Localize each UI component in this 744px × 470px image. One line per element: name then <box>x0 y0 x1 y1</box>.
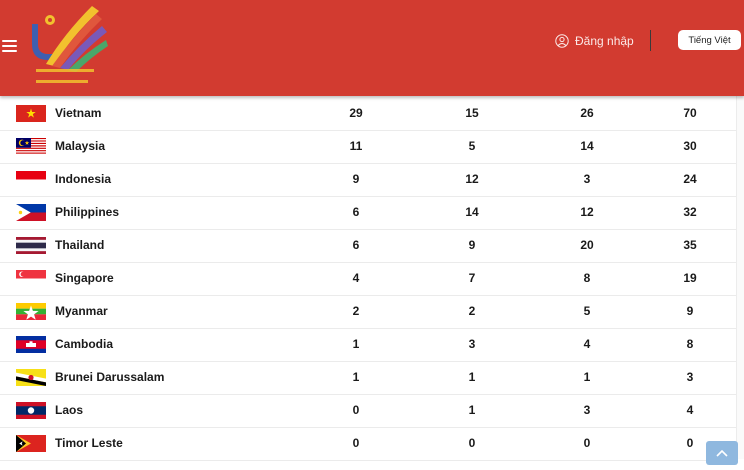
bronze-count: 12 <box>580 205 594 219</box>
total-count: 70 <box>683 106 697 120</box>
total-count: 35 <box>683 238 697 252</box>
gold-count: 11 <box>349 139 363 153</box>
cambodia-flag <box>16 336 46 353</box>
country-name: Brunei Darussalam <box>55 370 165 384</box>
silver-count: 2 <box>468 304 476 318</box>
gold-count: 2 <box>352 304 360 318</box>
country-name: Indonesia <box>55 172 112 186</box>
gold-count: 4 <box>352 271 360 285</box>
user-icon <box>555 34 569 48</box>
total-count: 9 <box>686 304 694 318</box>
brunei-flag <box>16 369 46 386</box>
silver-count: 15 <box>465 106 479 120</box>
gold-count: 9 <box>352 172 360 186</box>
total-count: 24 <box>683 172 697 186</box>
timor-leste-flag <box>16 435 46 452</box>
thailand-flag <box>16 237 46 254</box>
gold-count: 6 <box>352 205 360 219</box>
bronze-count: 4 <box>583 337 591 351</box>
login-label: Đăng nhập <box>575 34 634 48</box>
total-count: 0 <box>686 436 694 450</box>
vietnam-flag <box>16 105 46 122</box>
medal-row[interactable]: Singapore 4 7 8 19 <box>0 262 736 296</box>
silver-count: 12 <box>465 172 479 186</box>
silver-count: 14 <box>465 205 479 219</box>
laos-flag <box>16 402 46 419</box>
gold-count: 1 <box>352 370 360 384</box>
myanmar-flag <box>16 303 46 320</box>
country-name: Singapore <box>55 271 114 285</box>
gold-count: 6 <box>352 238 360 252</box>
medal-row[interactable]: Laos 0 1 3 4 <box>0 394 736 428</box>
gold-count: 0 <box>352 436 360 450</box>
bronze-count: 3 <box>583 172 591 186</box>
back-to-top-button[interactable] <box>706 441 738 465</box>
bronze-count: 5 <box>583 304 591 318</box>
gold-count: 0 <box>352 403 360 417</box>
menu-icon[interactable] <box>2 40 17 52</box>
philippines-flag <box>16 204 46 221</box>
total-count: 32 <box>683 205 697 219</box>
site-header: Đăng nhập Tiếng Việt <box>0 0 744 96</box>
silver-count: 1 <box>468 403 476 417</box>
total-count: 30 <box>683 139 697 153</box>
medal-row[interactable]: Timor Leste 0 0 0 0 <box>0 427 736 461</box>
medal-row[interactable]: Philippines 6 14 12 32 <box>0 196 736 230</box>
medal-row[interactable]: Thailand 6 9 20 35 <box>0 229 736 263</box>
singapore-flag <box>16 270 46 287</box>
sea-games-logo[interactable] <box>24 2 114 92</box>
language-selector[interactable]: Tiếng Việt <box>678 30 741 50</box>
silver-count: 0 <box>468 436 476 450</box>
total-count: 4 <box>686 403 694 417</box>
total-count: 19 <box>683 271 697 285</box>
country-name: Timor Leste <box>55 436 123 450</box>
bronze-count: 1 <box>583 370 591 384</box>
silver-count: 7 <box>468 271 476 285</box>
gold-count: 1 <box>352 337 360 351</box>
medal-row[interactable]: Indonesia 9 12 3 24 <box>0 163 736 197</box>
bronze-count: 20 <box>580 238 594 252</box>
gold-count: 29 <box>349 106 363 120</box>
country-name: Malaysia <box>55 139 106 153</box>
header-divider <box>650 30 651 51</box>
medal-row[interactable]: Cambodia 1 3 4 8 <box>0 328 736 362</box>
country-name: Philippines <box>55 205 120 219</box>
medal-row[interactable]: Vietnam 29 15 26 70 <box>0 97 736 131</box>
indonesia-flag <box>16 171 46 188</box>
country-name: Myanmar <box>55 304 108 318</box>
bronze-count: 14 <box>580 139 594 153</box>
bronze-count: 8 <box>583 271 591 285</box>
total-count: 8 <box>686 337 694 351</box>
country-name: Cambodia <box>55 337 114 351</box>
total-count: 3 <box>686 370 694 384</box>
silver-count: 9 <box>468 238 476 252</box>
chevron-up-icon <box>716 449 728 457</box>
silver-count: 1 <box>468 370 476 384</box>
silver-count: 3 <box>468 337 476 351</box>
country-name: Vietnam <box>55 106 102 120</box>
medal-row[interactable]: Brunei Darussalam 1 1 1 3 <box>0 361 736 395</box>
medal-row[interactable]: Malaysia 11 5 14 30 <box>0 130 736 164</box>
bronze-count: 3 <box>583 403 591 417</box>
bronze-count: 26 <box>580 106 594 120</box>
login-button[interactable]: Đăng nhập <box>555 33 634 49</box>
bronze-count: 0 <box>583 436 591 450</box>
country-name: Laos <box>55 403 84 417</box>
silver-count: 5 <box>468 139 476 153</box>
malaysia-flag <box>16 138 46 155</box>
medal-row[interactable]: Myanmar 2 2 5 9 <box>0 295 736 329</box>
country-name: Thailand <box>55 238 105 252</box>
scrollbar-track[interactable] <box>736 96 744 459</box>
